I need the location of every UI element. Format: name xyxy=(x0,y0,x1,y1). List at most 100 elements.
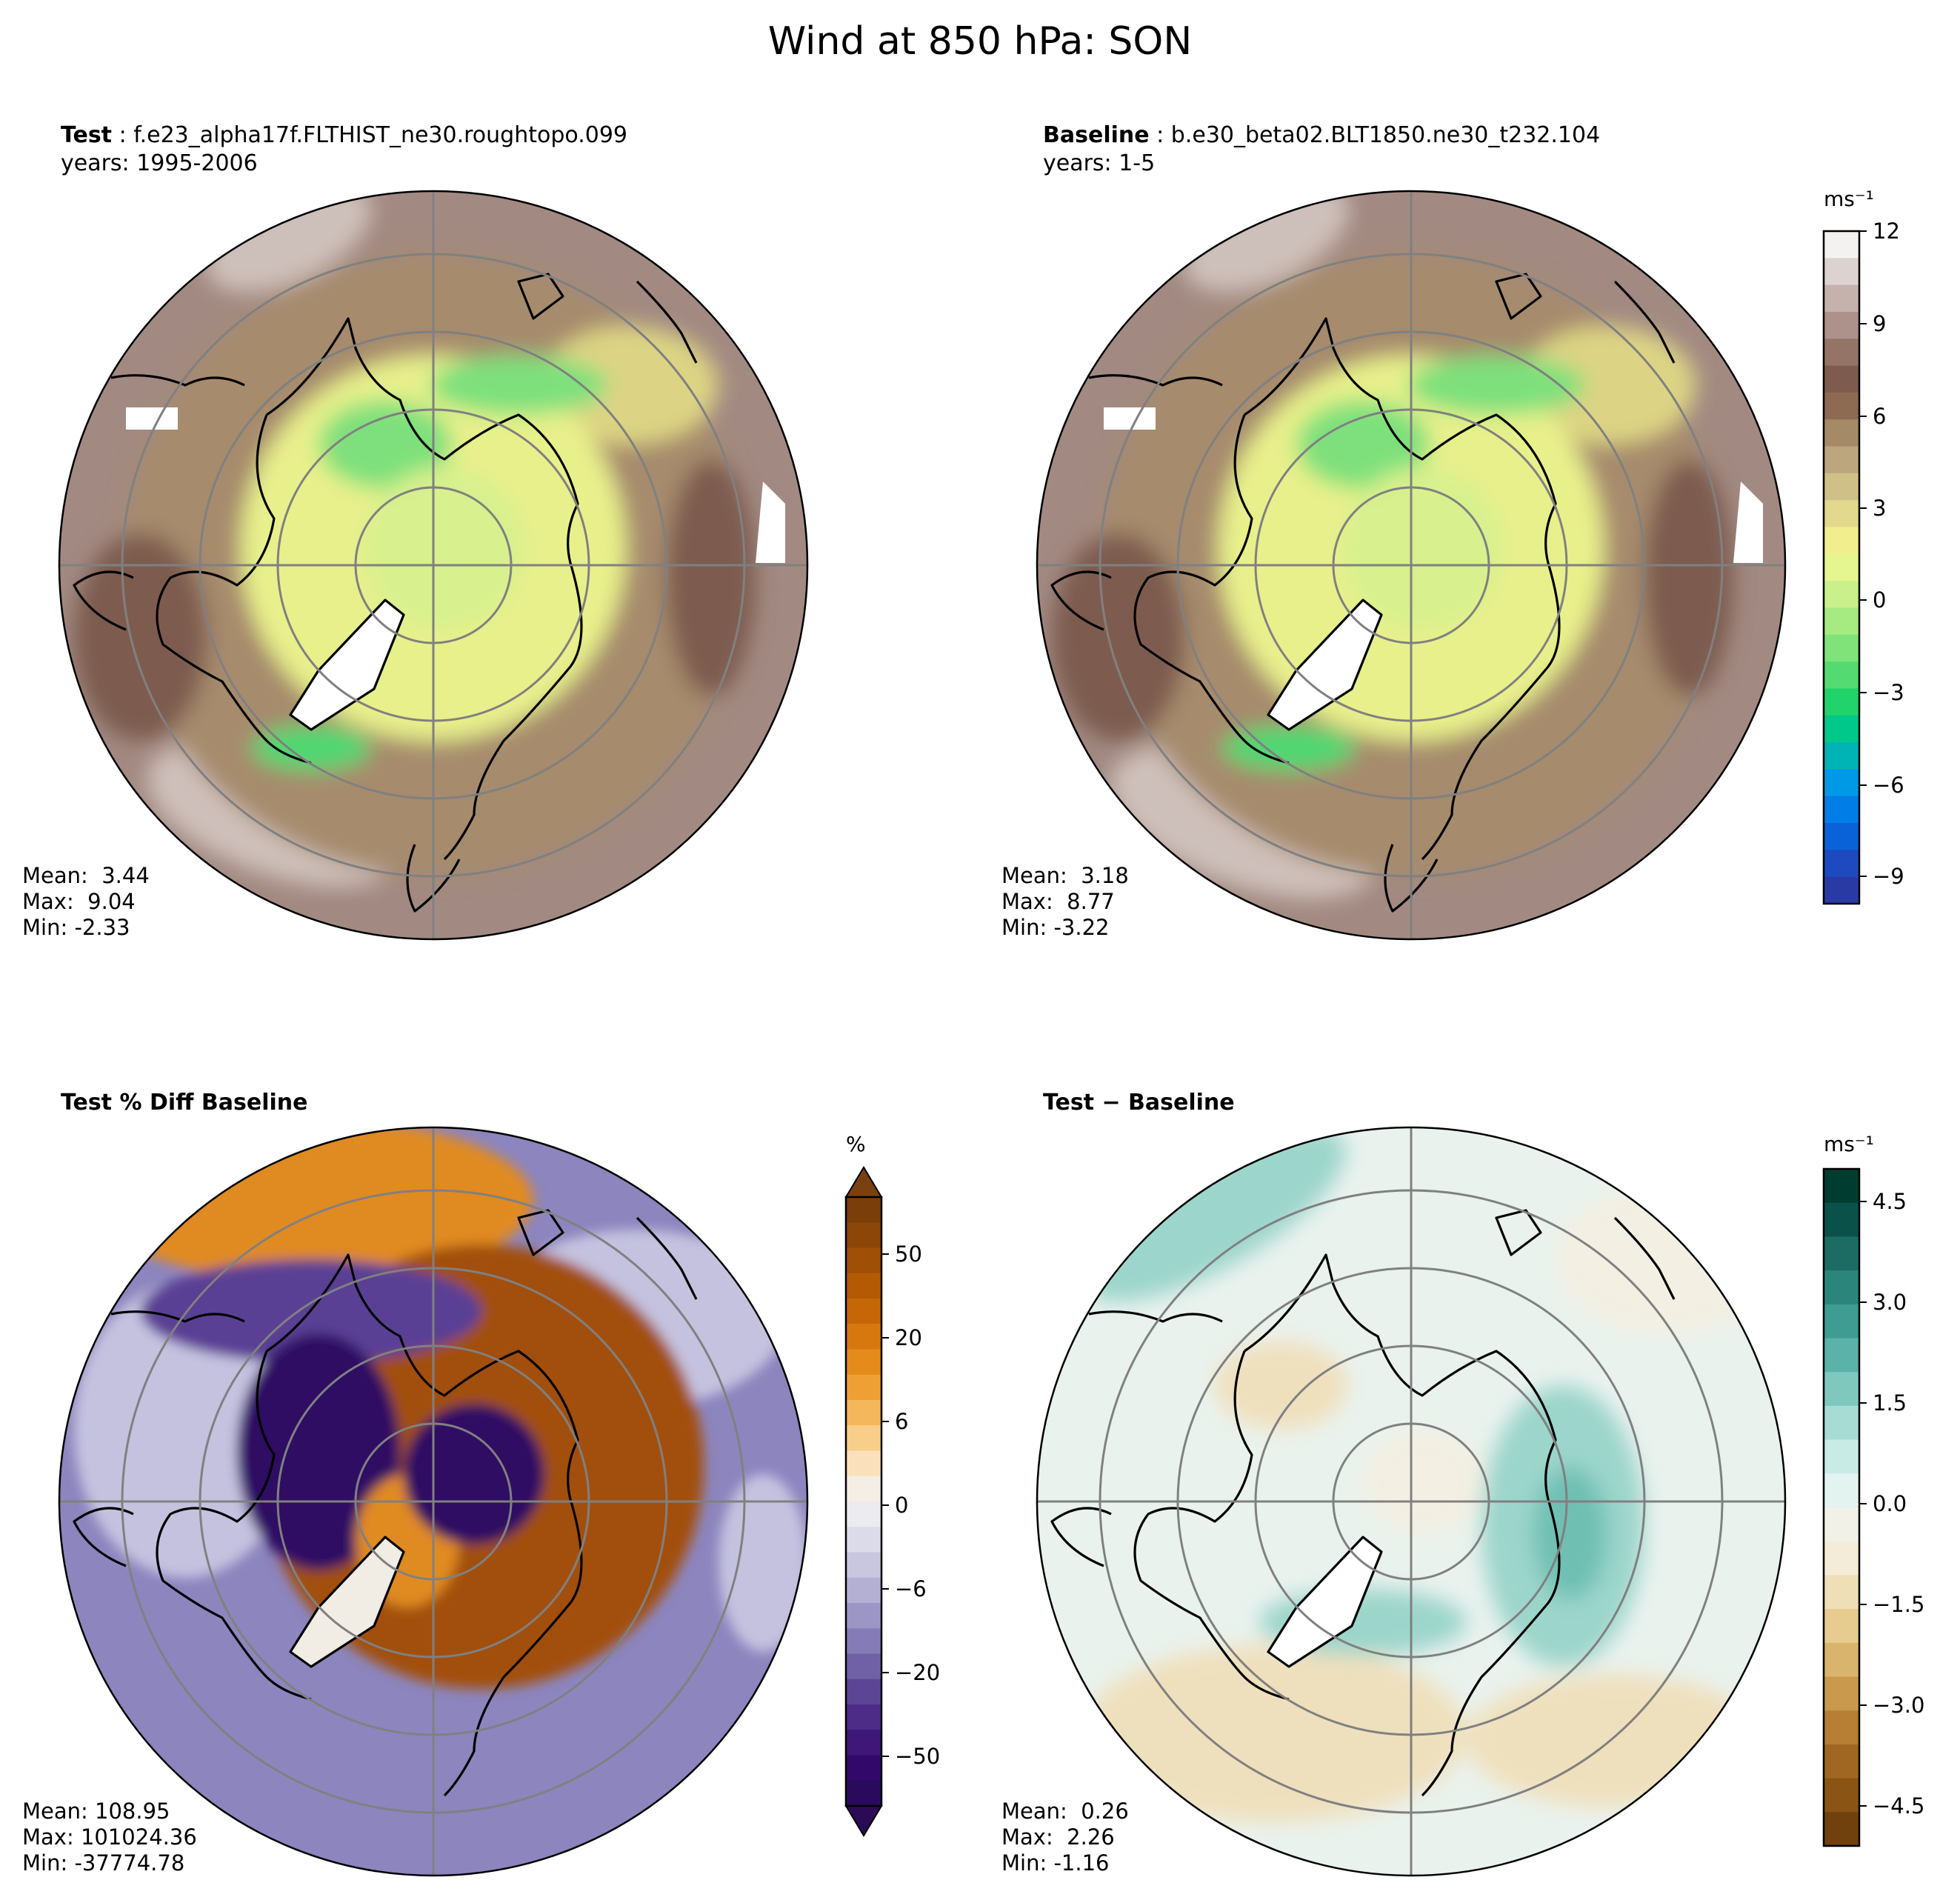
panel-test-mean: Mean: 3.44 xyxy=(22,863,150,888)
cb-wind-swatch xyxy=(1824,715,1859,743)
cb-wind-swatch xyxy=(1824,500,1859,528)
cb-diff-swatch xyxy=(1824,1473,1859,1508)
cb-pct-cap-top xyxy=(844,1166,883,1198)
cb-diff-swatch xyxy=(1824,1812,1859,1847)
cb-wind-tick-label: 0 xyxy=(1873,587,1886,613)
cb-pct-tick-label: 20 xyxy=(895,1325,922,1350)
cb-wind-tick-label: −9 xyxy=(1873,864,1904,889)
panel-pctdiff-title: Test % Diff Baseline xyxy=(61,1089,308,1117)
colorbar-diff: 4.5 3.0 1.5 0.0 −1.5 −3.0 −4.5 xyxy=(1822,1167,1924,1847)
map-pctdiff-graticule xyxy=(59,1127,807,1876)
cb-diff-tick-label: 4.5 xyxy=(1873,1189,1907,1214)
panel-baseline-title: Baseline : b.e30_beta02.BLT1850.ne30_t23… xyxy=(1043,122,1601,176)
cb-wind-swatch xyxy=(1824,607,1859,636)
colorbar-pct-unit: % xyxy=(846,1132,866,1156)
cb-wind-swatch xyxy=(1824,365,1859,393)
cb-wind-swatch xyxy=(1824,634,1859,662)
cb-pct-swatch xyxy=(846,1450,881,1477)
cb-wind-swatch xyxy=(1824,553,1859,581)
cb-wind-swatch xyxy=(1824,688,1859,716)
cb-pct-tick-label: 6 xyxy=(895,1409,908,1434)
cb-diff-swatch xyxy=(1824,1202,1859,1237)
cb-wind-tick-label: 9 xyxy=(1873,311,1886,336)
cb-diff-swatch xyxy=(1824,1169,1859,1204)
cb-diff-swatch xyxy=(1824,1270,1859,1305)
panel-pctdiff-max: Max: 101024.36 xyxy=(22,1824,197,1850)
cb-pct-tick-label: 0 xyxy=(895,1493,908,1518)
colorbar-wind: 12 9 6 3 0 −3 −6 −9 xyxy=(1822,219,1904,905)
cb-wind-swatch xyxy=(1824,339,1859,367)
panel-test-title: Test : f.e23_alpha17f.FLTHIST_ne30.rough… xyxy=(61,122,628,176)
cb-pct-swatch xyxy=(846,1273,881,1299)
cb-diff-tick-label: 1.5 xyxy=(1873,1390,1907,1416)
cb-diff-tick-label: −3.0 xyxy=(1873,1693,1924,1718)
cb-diff-swatch xyxy=(1824,1676,1859,1711)
cb-wind-swatch xyxy=(1824,769,1859,797)
cb-pct-swatch xyxy=(846,1501,881,1527)
cb-wind-swatch xyxy=(1824,527,1859,555)
map-baseline-graticule xyxy=(1037,191,1785,939)
cb-diff-swatch xyxy=(1824,1642,1859,1678)
panel-diff-title: Test − Baseline xyxy=(1043,1089,1235,1117)
cb-wind-swatch xyxy=(1824,742,1859,770)
map-test xyxy=(58,190,809,941)
panel-pctdiff-mean: Mean: 108.95 xyxy=(22,1799,170,1824)
cb-diff-swatch xyxy=(1824,1609,1859,1644)
panel-test-years: years: 1995-2006 xyxy=(61,150,258,176)
cb-wind-tick-label: 3 xyxy=(1873,496,1886,521)
cb-pct-swatch xyxy=(846,1780,881,1807)
cb-pct-tick-label: −6 xyxy=(895,1576,927,1601)
colorbar-wind-unit: ms⁻¹ xyxy=(1824,187,1874,211)
panel-diff-mean: Mean: 0.26 xyxy=(1001,1799,1129,1824)
cb-diff-swatch xyxy=(1824,1778,1859,1813)
cb-wind-swatch xyxy=(1824,419,1859,447)
cb-pct-swatch xyxy=(846,1628,881,1655)
cb-pct-swatch xyxy=(846,1400,881,1426)
cb-diff-swatch xyxy=(1824,1338,1859,1373)
cb-wind-swatch xyxy=(1824,581,1859,609)
cb-wind-tick-label: −3 xyxy=(1873,680,1904,705)
cb-pct-swatch xyxy=(846,1603,881,1629)
map-test-graticule xyxy=(59,191,807,939)
cb-wind-swatch xyxy=(1824,796,1859,824)
cb-pct-swatch xyxy=(846,1577,881,1604)
cb-wind-tick-label: 12 xyxy=(1873,219,1900,244)
panel-diff-min: Min: -1.16 xyxy=(1001,1850,1110,1876)
cb-wind-swatch xyxy=(1824,876,1859,904)
cb-wind-swatch xyxy=(1824,392,1859,420)
cb-pct-swatch xyxy=(846,1527,881,1553)
panel-test-min: Min: -2.33 xyxy=(22,915,130,940)
map-baseline-coastlines xyxy=(1050,273,1676,913)
cb-diff-swatch xyxy=(1824,1236,1859,1271)
panel-diff-label: Test − Baseline xyxy=(1043,1090,1235,1116)
cb-wind-swatch xyxy=(1824,231,1859,259)
figure-title: Wind at 850 hPa: SON xyxy=(767,19,1193,64)
cb-pct-swatch xyxy=(846,1299,881,1324)
cb-pct-swatch xyxy=(846,1730,881,1756)
cb-wind-tick-label: 6 xyxy=(1873,404,1886,429)
cb-wind-swatch xyxy=(1824,446,1859,474)
cb-diff-tick-label: 0.0 xyxy=(1873,1491,1907,1516)
panel-test-stats: Mean: 3.44 Max: 9.04 Min: -2.33 xyxy=(22,863,150,941)
cb-wind-swatch xyxy=(1824,823,1859,850)
panel-diff-max: Max: 2.26 xyxy=(1001,1824,1115,1850)
map-pctdiff xyxy=(58,1126,809,1877)
panel-pctdiff-label: Test % Diff Baseline xyxy=(61,1090,308,1116)
panel-test-label: Test xyxy=(61,122,113,148)
cb-pct-swatch xyxy=(846,1197,881,1223)
cb-wind-swatch xyxy=(1824,473,1859,501)
cb-diff-swatch xyxy=(1824,1405,1859,1441)
cb-diff-swatch xyxy=(1824,1710,1859,1745)
colorbar-pct: 50 20 6 0 −6 −20 −50 xyxy=(844,1166,940,1837)
cb-pct-swatch xyxy=(846,1653,881,1680)
panel-pctdiff-min: Min: -37774.78 xyxy=(22,1850,185,1876)
cb-diff-tick-label: 3.0 xyxy=(1873,1290,1907,1315)
map-baseline-border xyxy=(1036,190,1787,941)
cb-pct-swatch xyxy=(846,1476,881,1502)
map-baseline xyxy=(1036,190,1787,941)
cb-wind-swatch xyxy=(1824,284,1859,313)
map-diff-coastlines xyxy=(1050,1209,1676,1797)
cb-diff-swatch xyxy=(1824,1575,1859,1610)
cb-pct-tick-label: −50 xyxy=(895,1744,940,1769)
cb-pct-swatch xyxy=(846,1374,881,1401)
